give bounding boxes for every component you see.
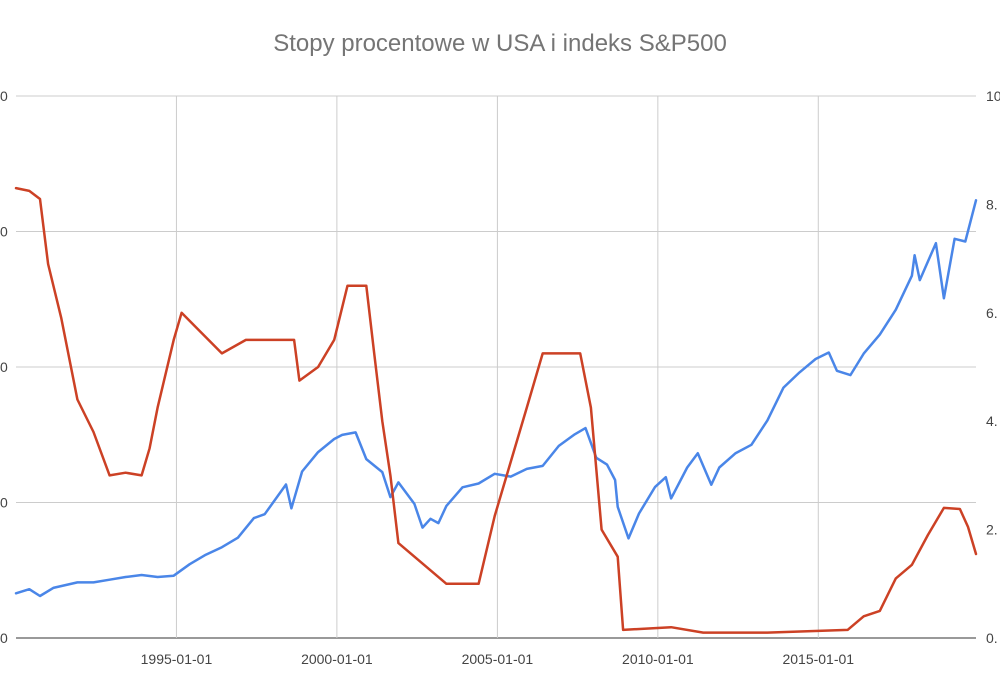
- x-tick-label: 2000-01-01: [301, 651, 373, 667]
- x-tick-label: 1995-01-01: [141, 651, 213, 667]
- right-tick-label: 2.: [986, 522, 998, 538]
- series-line-rate: [14, 186, 978, 634]
- right-tick-label: 0.: [986, 630, 998, 646]
- right-tick-label: 10: [986, 88, 1000, 104]
- series-line-sp500: [14, 199, 978, 598]
- left-tick-label: 0: [0, 224, 8, 240]
- x-tick-label: 2010-01-01: [622, 651, 694, 667]
- series-layer: [14, 186, 978, 634]
- right-tick-label: 4.: [986, 413, 998, 429]
- left-tick-label: 0: [0, 630, 8, 646]
- x-tick-label: 2005-01-01: [462, 651, 534, 667]
- x-axis: 1995-01-01 2000-01-01 2005-01-01 2010-01-01…: [141, 651, 855, 667]
- left-tick-label: 0: [0, 359, 8, 375]
- right-tick-label: 8.: [986, 196, 998, 212]
- grid: [16, 95, 976, 639]
- left-tick-label: 0: [0, 88, 8, 104]
- left-tick-label: 0: [0, 495, 8, 511]
- chart-title: Stopy procentowe w USA i indeks S&P500: [273, 30, 727, 57]
- right-axis: 0. 2. 4. 6. 8. 10: [986, 88, 1000, 646]
- left-axis: 0 0 0 0 0: [0, 88, 8, 646]
- right-tick-label: 6.: [986, 305, 998, 321]
- x-tick-label: 2015-01-01: [782, 651, 854, 667]
